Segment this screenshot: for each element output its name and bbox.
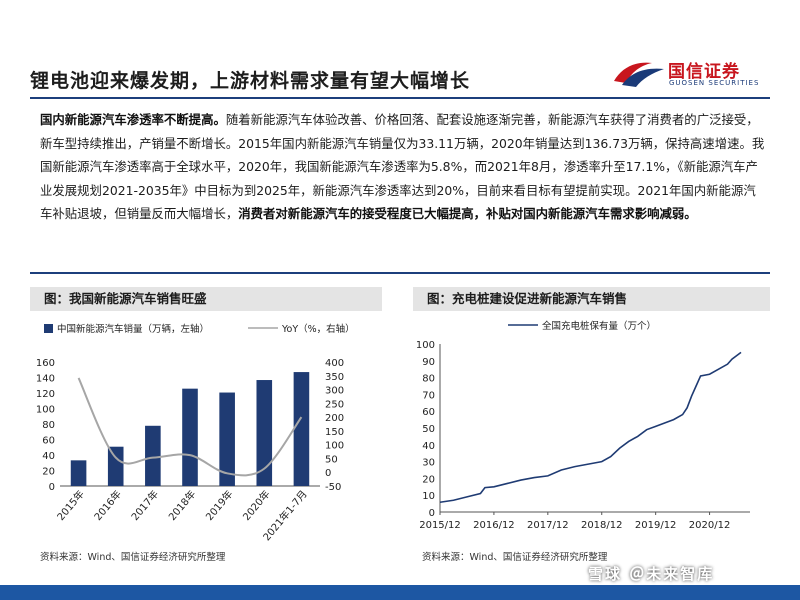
y-axis-tick-label: 10 <box>422 491 435 502</box>
y-axis-tick-label: 60 <box>422 407 435 418</box>
right-axis-tick-label: 200 <box>325 413 344 424</box>
left-axis-tick-label: 0 <box>49 482 55 493</box>
intro-paragraph: 国内新能源汽车渗透率不断提高。随着新能源汽车体验改善、价格回落、配套设施逐渐完善… <box>40 108 765 226</box>
y-axis-tick-label: 40 <box>422 441 435 452</box>
right-axis-tick-label: 250 <box>325 399 344 410</box>
right-source-note: 资料来源：Wind、国信证券经济研究所整理 <box>422 552 608 563</box>
right-axis-tick-label: -50 <box>325 482 341 493</box>
x-axis-tick-label: 2018/12 <box>581 520 623 531</box>
intro-emphasis: 消费者对新能源汽车的接受程度已大幅提高，补贴对国内新能源汽车需求影响减弱。 <box>238 206 697 221</box>
right-axis-tick-label: 150 <box>325 427 344 438</box>
logo-english-name: GUOSEN SECURITIES <box>669 79 760 87</box>
yoy-line <box>77 377 303 477</box>
x-axis-tick-label: 2016/12 <box>473 520 515 531</box>
category-label: 2016年 <box>91 488 124 524</box>
sales-bar <box>293 372 310 486</box>
sales-chart: 中国新能源汽车销量（万辆，左轴） YoY（%，右轴） 0 20 40 60 80 100 120… <box>36 323 355 543</box>
right-chart-heading: 图：充电桩建设促进新能源汽车销售 <box>413 287 770 311</box>
left-axis-tick-label: 160 <box>36 358 55 369</box>
y-axis-tick-label: 100 <box>416 340 435 351</box>
sales-bar <box>256 380 273 486</box>
right-axis-tick-label: 0 <box>325 468 331 479</box>
x-axis-tick-label: 2017/12 <box>527 520 569 531</box>
left-axis-tick-label: 60 <box>42 436 55 447</box>
y-axis-tick-label: 50 <box>422 424 435 435</box>
sales-bar <box>70 460 87 486</box>
sales-bar <box>145 425 161 486</box>
y-axis-tick-label: 90 <box>422 357 435 368</box>
charging-pile-chart: 全国充电桩保有量（万个） 0 10 20 30 40 50 60 70 80 90 100 2015/1… <box>416 320 750 531</box>
sales-bar <box>107 446 124 486</box>
intro-lead: 国内新能源汽车渗透率不断提高。 <box>40 112 226 127</box>
right-axis-tick-label: 50 <box>325 454 338 465</box>
left-axis-tick-label: 140 <box>36 374 55 385</box>
x-axis-tick-label: 2019/12 <box>635 520 677 531</box>
legend-swatch-sales <box>44 324 53 333</box>
y-axis-tick-label: 80 <box>422 374 435 385</box>
guosen-logo-icon <box>614 62 664 87</box>
category-label: 2017年 <box>128 488 161 524</box>
brand-logo: 国信证券 GUOSEN SECURITIES <box>612 55 772 91</box>
footer-bar <box>0 585 800 600</box>
left-source-note: 资料来源：Wind、国信证券经济研究所整理 <box>40 552 226 563</box>
right-axis-tick-label: 100 <box>325 441 344 452</box>
legend-label-pile: 全国充电桩保有量（万个） <box>542 320 656 332</box>
header-rule <box>30 97 770 99</box>
left-axis-tick-label: 20 <box>42 467 55 478</box>
category-label: 2019年 <box>203 488 236 524</box>
y-axis-tick-label: 30 <box>422 458 435 469</box>
category-label: 2018年 <box>166 488 199 524</box>
left-axis-tick-label: 80 <box>42 420 55 431</box>
legend-label-sales: 中国新能源汽车销量（万辆，左轴） <box>57 323 209 335</box>
legend-label-yoy: YoY（%，右轴） <box>281 323 355 335</box>
charging-pile-line <box>439 351 742 504</box>
x-axis-tick-label: 2020/12 <box>689 520 731 531</box>
left-chart-heading: 图：我国新能源汽车销售旺盛 <box>30 287 382 311</box>
page-title: 锂电池迎来爆发期，上游材料需求量有望大幅增长 <box>30 70 471 92</box>
body-rule <box>30 272 770 274</box>
intro-body: 随着新能源汽车体验改善、价格回落、配套设施逐渐完善，新能源汽车获得了消费者的广泛… <box>40 112 765 221</box>
y-axis-tick-label: 70 <box>422 390 435 401</box>
sales-bar <box>219 392 235 486</box>
watermark-text: 雪球 ＠未来智库 <box>588 565 715 583</box>
left-axis-tick-label: 120 <box>36 389 55 400</box>
y-axis-tick-label: 0 <box>429 508 435 519</box>
right-axis-tick-label: 400 <box>325 358 344 369</box>
right-axis-tick-label: 350 <box>325 372 344 383</box>
left-axis-tick-label: 40 <box>42 451 55 462</box>
category-label: 2020年 <box>240 488 273 524</box>
category-label: 2015年 <box>54 488 87 524</box>
left-axis-tick-label: 100 <box>36 405 55 416</box>
logo-chinese-name: 国信证券 <box>668 62 740 82</box>
x-axis-tick-label: 2015/12 <box>419 520 461 531</box>
y-axis-tick-label: 20 <box>422 474 435 485</box>
right-axis-tick-label: 300 <box>325 386 344 397</box>
sales-bar <box>182 388 198 486</box>
